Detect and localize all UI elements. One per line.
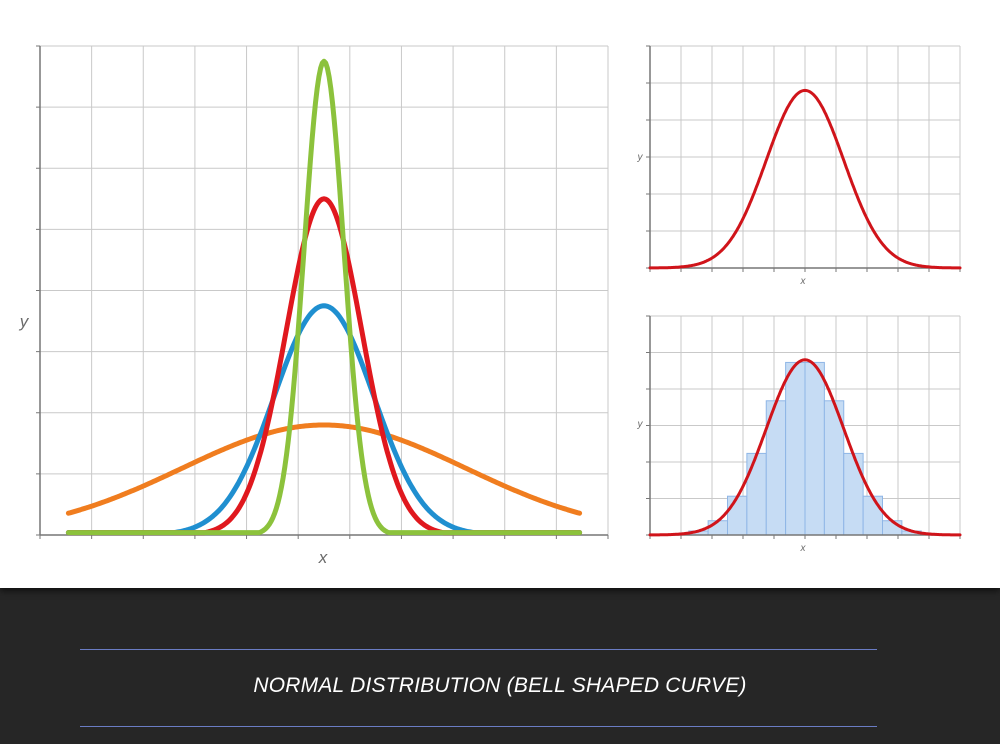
y-axis-label: y — [19, 312, 30, 331]
x-axis-label: x — [800, 276, 807, 287]
curve-series-2 — [65, 303, 583, 536]
y-axis-label: y — [637, 152, 644, 163]
y-axis-label: y — [637, 419, 644, 430]
histogram-bar — [804, 361, 825, 536]
x-axis-label: x — [318, 548, 328, 567]
histogram-bar — [727, 495, 748, 536]
histogram-bar — [862, 495, 883, 536]
top-right-chart: xy — [637, 45, 962, 287]
x-axis-label: x — [800, 543, 807, 554]
curve-series-3 — [65, 196, 583, 536]
main-chart: xy — [19, 45, 609, 567]
curve-series-1 — [65, 422, 583, 516]
curve-series-1 — [648, 358, 962, 537]
caption-bottom-rule — [80, 726, 877, 727]
caption-text: NORMAL DISTRIBUTION (BELL SHAPED CURVE) — [253, 674, 747, 697]
histogram-bar — [843, 452, 864, 536]
histogram-bar — [785, 361, 806, 536]
curve-series-4 — [65, 58, 583, 536]
histogram-bar — [746, 452, 767, 536]
curve-series-1 — [648, 88, 962, 270]
caption-band: NORMAL DISTRIBUTION (BELL SHAPED CURVE) — [0, 588, 1000, 744]
bottom-right-chart: xy — [637, 315, 962, 554]
charts-svg: xy xy xy — [19, 45, 962, 567]
caption-top-rule — [80, 649, 877, 650]
